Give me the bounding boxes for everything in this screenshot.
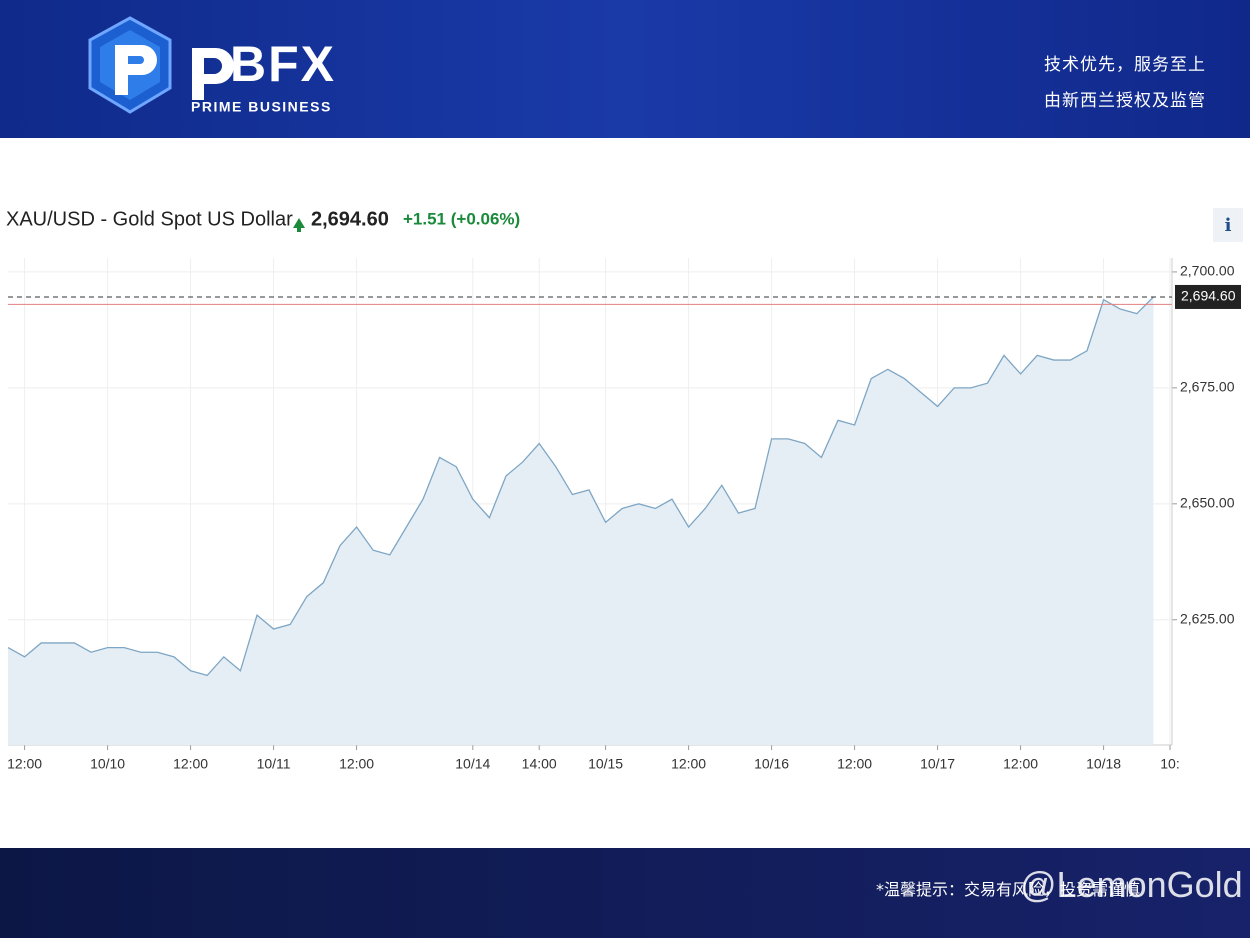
x-tick-label: 12:00 — [339, 756, 374, 772]
x-tick-label: 12:00 — [7, 756, 42, 772]
x-tick-label: 10/17 — [920, 756, 955, 772]
x-tick-label: 12:00 — [173, 756, 208, 772]
last-price-label: 2,694.60 — [1181, 288, 1236, 304]
y-tick-label: 2,700.00 — [1180, 263, 1235, 279]
x-tick-label: 14:00 — [522, 756, 557, 772]
slogan: 由新西兰授权及监管 — [1044, 91, 1206, 111]
notice: *温馨提示：交易有风险，投资需谨慎 — [876, 880, 1141, 899]
brand: BFX — [230, 36, 336, 92]
x-tick-label: 10/15 — [588, 756, 623, 772]
up-arrow — [293, 218, 305, 232]
footer: *温馨提示：交易有风险，投资需谨慎 @LemonGold — [0, 848, 1250, 938]
price: 2,694.60 — [311, 208, 389, 230]
x-tick-label: 12:00 — [837, 756, 872, 772]
tagline: PRIME BUSINESS — [191, 99, 332, 115]
header: BFX PRIME BUSINESS 技术优先，服务至上 由新西兰授权及监管 — [0, 0, 1250, 138]
x-tick-label: 12:00 — [671, 756, 706, 772]
x-tick-label: 10/14 — [455, 756, 490, 772]
y-tick-label: 2,625.00 — [1180, 610, 1235, 626]
info-button[interactable] — [1213, 208, 1243, 242]
x-tick-label: 10/11 — [257, 756, 291, 772]
logo: BFX PRIME BUSINESS — [88, 16, 336, 115]
x-tick-label: 10: — [1160, 756, 1179, 772]
change: +1.51 (+0.06%) — [403, 209, 520, 228]
x-tick-label: 10/10 — [90, 756, 125, 772]
logo-p-small — [192, 48, 234, 100]
chart: XAU/USD - Gold Spot US Dollar 2,694.60 +… — [6, 208, 1243, 772]
slogan: 技术优先，服务至上 — [1044, 55, 1206, 75]
info-icon[interactable]: i — [1225, 215, 1232, 236]
chart-title: XAU/USD - Gold Spot US Dollar — [6, 208, 293, 230]
x-tick-label: 10/16 — [754, 756, 789, 772]
watermark: @LemonGold — [1020, 864, 1243, 905]
y-tick-label: 2,675.00 — [1180, 379, 1235, 395]
x-tick-label: 10/18 — [1086, 756, 1121, 772]
logo-p — [115, 45, 157, 95]
y-tick-label: 2,650.00 — [1180, 495, 1235, 511]
last-price-box — [1175, 284, 1241, 309]
x-tick-label: 12:00 — [1003, 756, 1038, 772]
price-line — [7, 296, 1154, 677]
area — [8, 296, 1154, 745]
